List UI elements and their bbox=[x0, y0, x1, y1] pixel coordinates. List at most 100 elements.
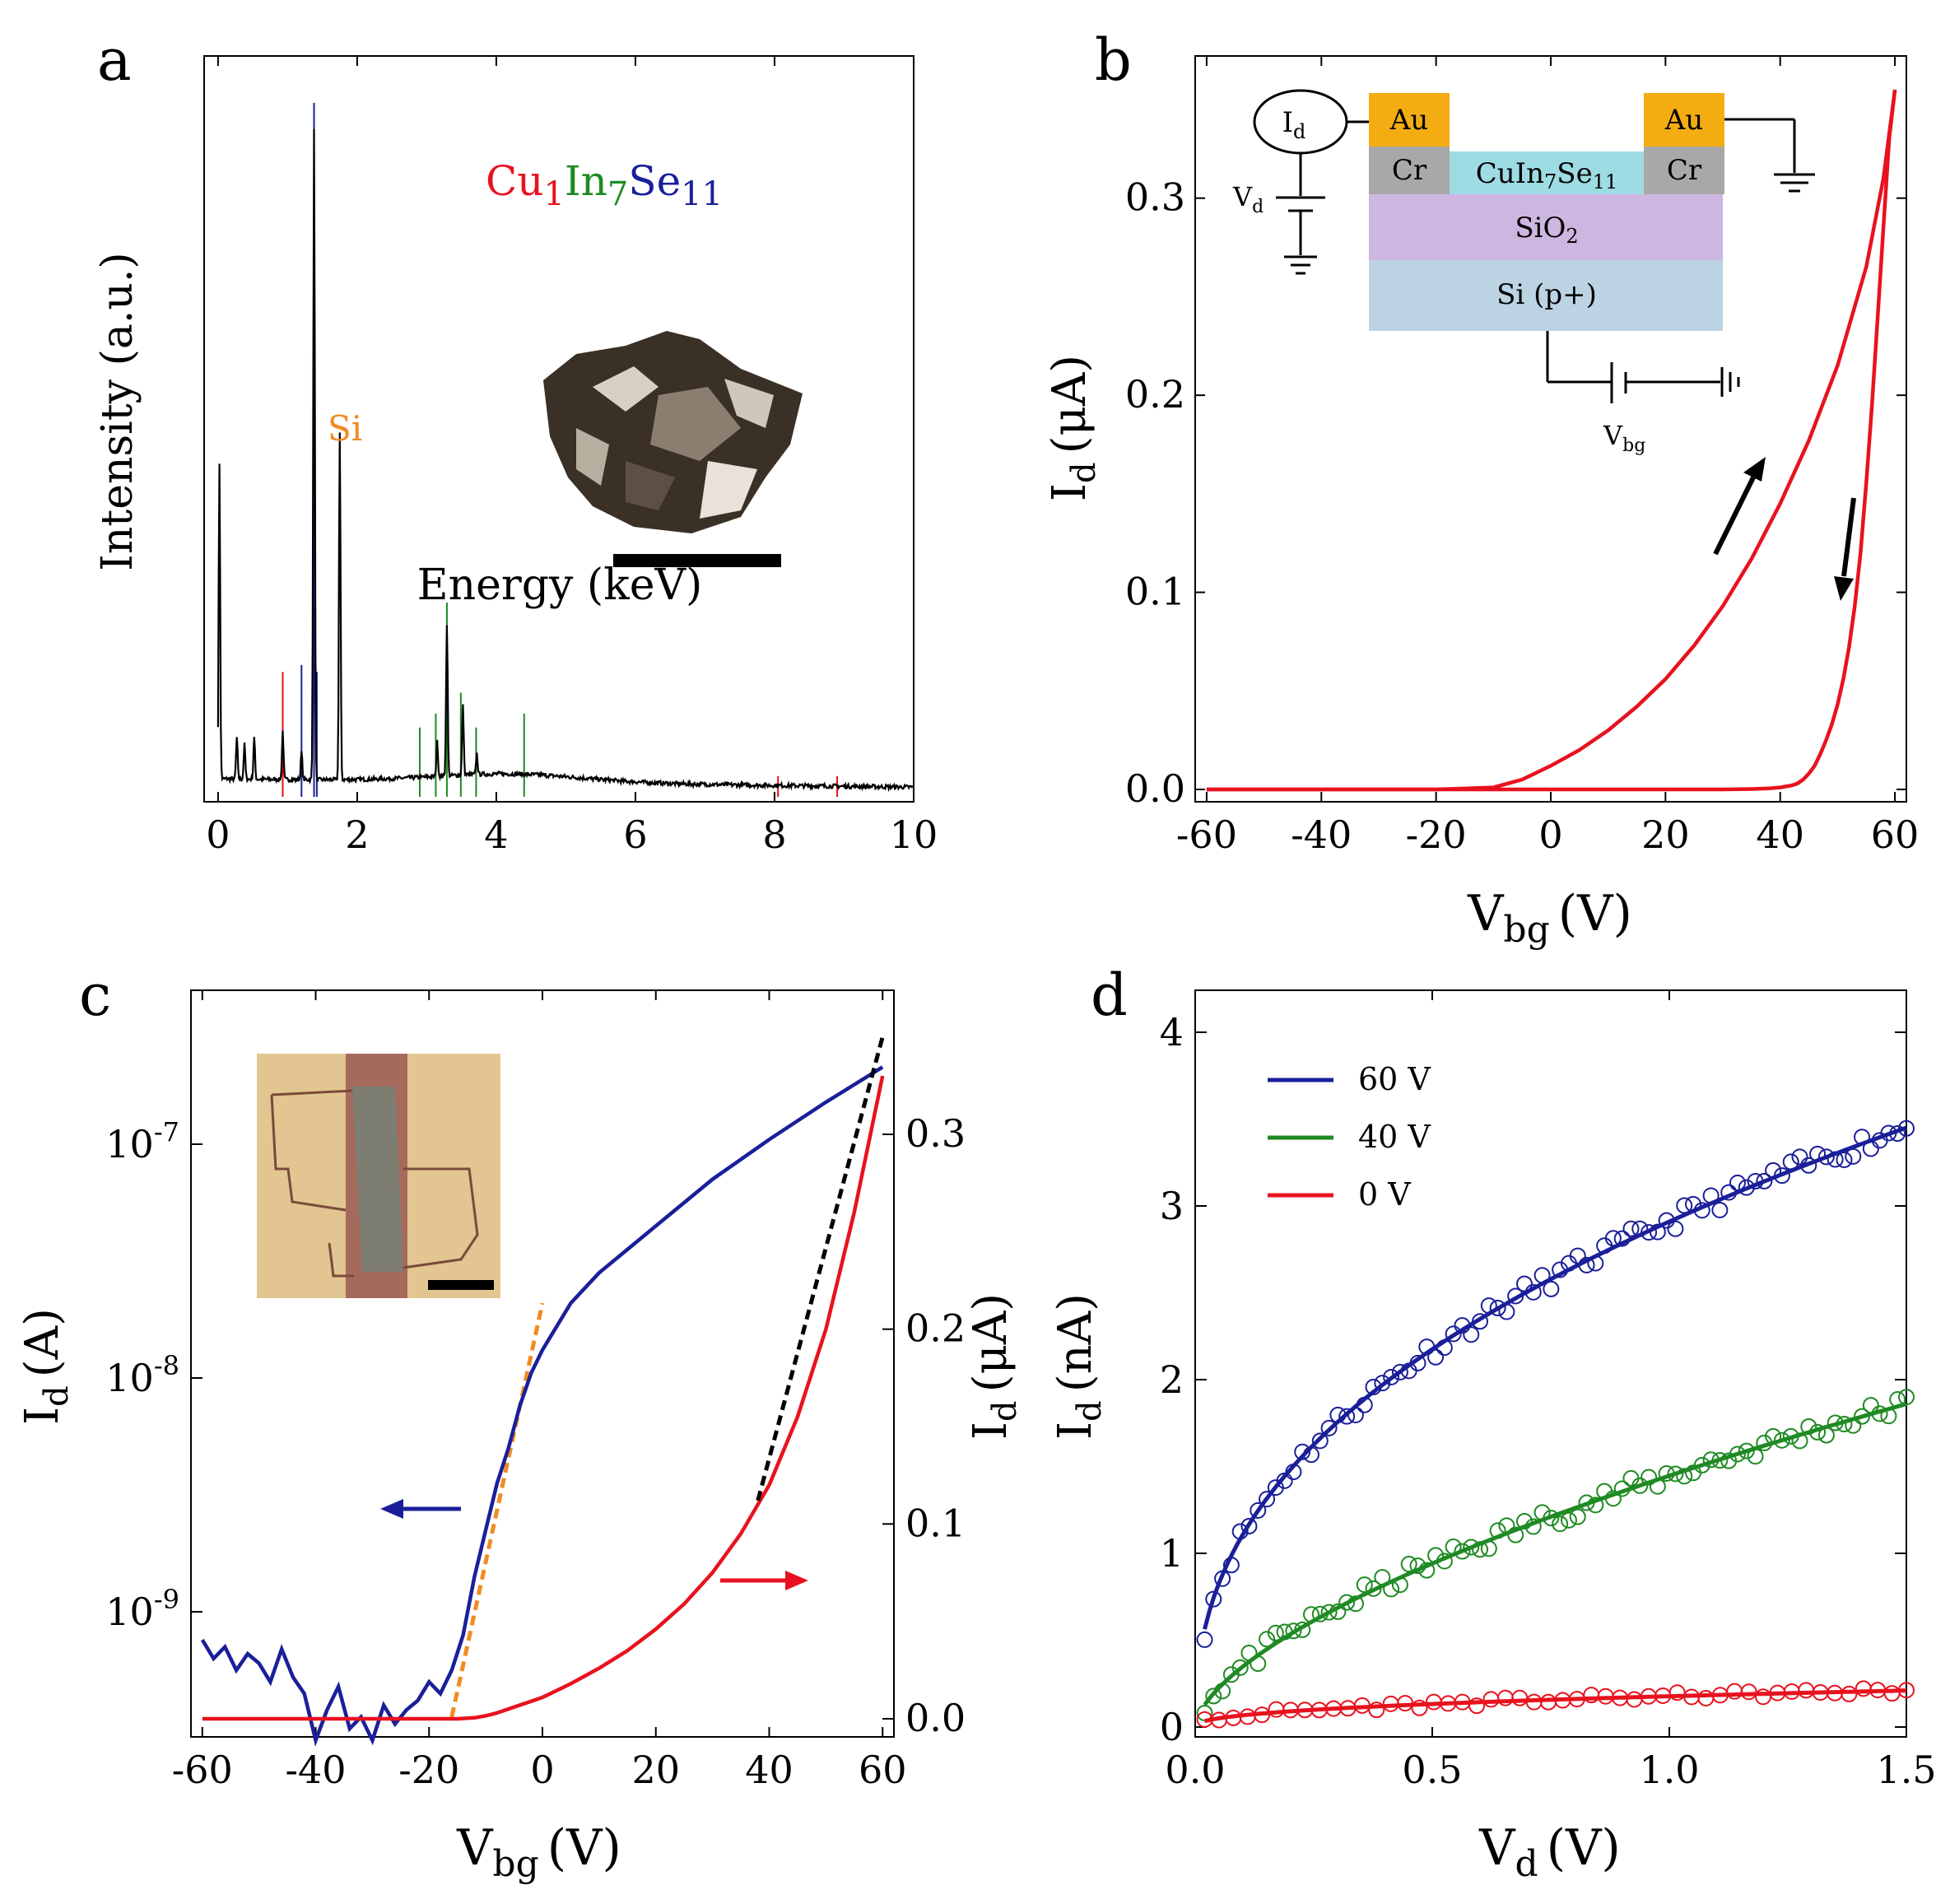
y-axis-label-d: Id (nA) bbox=[1049, 1293, 1109, 1440]
panel-c: c -60 -40 -20 0 20 40 60 10-910-810-7 0.00.10.… bbox=[16, 961, 1024, 1885]
data-point bbox=[1798, 1682, 1815, 1699]
data-point bbox=[1560, 1511, 1577, 1529]
data-point bbox=[1196, 1631, 1213, 1648]
data-point bbox=[1755, 1688, 1772, 1706]
y-axis-label-a: Intensity (a.u.) bbox=[93, 252, 142, 570]
x-tick-label: 8 bbox=[762, 812, 786, 857]
x-axis-label-c-main: V bbox=[456, 1819, 494, 1877]
legend-label-40v: 40 V bbox=[1358, 1119, 1431, 1155]
channel-label-sub2: 11 bbox=[1593, 170, 1618, 193]
x-tick-label: -20 bbox=[398, 1748, 459, 1792]
axes-frame-a bbox=[203, 55, 914, 803]
cr-right bbox=[1644, 147, 1724, 194]
fit-curve-2 bbox=[1203, 1688, 1907, 1724]
channel-label-mid: Se bbox=[1557, 157, 1592, 190]
channel-label-sub1: 7 bbox=[1544, 170, 1557, 193]
y-tick-label: 0 bbox=[1160, 1705, 1184, 1749]
data-point bbox=[1773, 1431, 1790, 1449]
axes-frame-d bbox=[1194, 989, 1907, 1738]
data-point bbox=[1622, 1220, 1640, 1237]
data-point bbox=[1511, 1689, 1529, 1706]
panel-a: a 0 2 4 6 8 10 Energy (keV) Intensity (a.u.) … bbox=[93, 26, 938, 857]
data-point bbox=[1489, 1300, 1506, 1317]
vbg-label-sub: bg bbox=[1622, 435, 1645, 456]
vd-label: Vd bbox=[1232, 181, 1264, 217]
y-tick-label-left: 10-8 bbox=[105, 1350, 179, 1400]
si-label: Si (p+) bbox=[1496, 278, 1597, 311]
formula-cu: Cu bbox=[486, 157, 543, 205]
data-point bbox=[1240, 1517, 1258, 1534]
x-tick-label: 40 bbox=[1756, 812, 1804, 857]
y-tick-label: 3 bbox=[1160, 1184, 1184, 1228]
x-tick-label: 60 bbox=[859, 1748, 907, 1792]
x-tick-label: -60 bbox=[172, 1748, 233, 1792]
reverse-sweep-curve bbox=[1206, 89, 1897, 792]
data-point bbox=[1463, 1539, 1480, 1556]
y-tick-label-left: 10-7 bbox=[105, 1116, 179, 1166]
data-point bbox=[1468, 1697, 1486, 1715]
vd-label-sub: d bbox=[1252, 197, 1264, 217]
y-axis-label-c-left-main: I bbox=[16, 1407, 69, 1425]
data-point bbox=[1552, 1515, 1569, 1533]
data-point bbox=[1250, 1501, 1267, 1519]
sio2-label-sub: 2 bbox=[1566, 225, 1578, 248]
x-tick-label: 2 bbox=[345, 812, 369, 857]
data-point bbox=[1667, 1220, 1684, 1237]
data-point bbox=[1631, 1477, 1649, 1494]
meter-label-main: I bbox=[1282, 106, 1293, 139]
output-data-points bbox=[1196, 1120, 1915, 1729]
x-ticks-d: 0.0 0.5 1.0 1.5 bbox=[1165, 990, 1937, 1792]
linear-fit-line bbox=[756, 1036, 885, 1501]
data-point bbox=[1368, 1701, 1385, 1719]
y-tick-label-right: 0.3 bbox=[905, 1111, 966, 1156]
data-point bbox=[1391, 1363, 1408, 1380]
panel-label-c: c bbox=[79, 961, 111, 1029]
formula-cu-sub: 1 bbox=[543, 175, 564, 213]
data-point bbox=[1540, 1693, 1557, 1711]
output-fit-curves bbox=[1203, 1125, 1907, 1724]
data-point bbox=[1855, 1680, 1872, 1697]
scale-bar-a bbox=[613, 554, 781, 567]
x-axis-label-d-main: V bbox=[1478, 1819, 1516, 1877]
au-left bbox=[1369, 93, 1450, 147]
x-axis-label-c: Vbg (V) bbox=[456, 1819, 621, 1885]
x-axis-label-b-main: V bbox=[1467, 885, 1505, 943]
x-ticks-b: -60 -40 -20 0 20 40 60 bbox=[1176, 56, 1919, 857]
x-tick-label: 0 bbox=[530, 1748, 554, 1792]
panel-label-d: d bbox=[1091, 961, 1128, 1029]
data-point bbox=[1711, 1201, 1729, 1218]
sio2-layer bbox=[1369, 194, 1723, 260]
x-axis-label-b-unit: (V) bbox=[1558, 885, 1632, 943]
x-tick-label: 1.0 bbox=[1639, 1748, 1699, 1792]
x-tick-label: 60 bbox=[1871, 812, 1920, 857]
y-ticks-b: 0.0 0.1 0.2 0.3 bbox=[1125, 175, 1906, 811]
data-point bbox=[1338, 1594, 1356, 1611]
data-point bbox=[1693, 1456, 1710, 1473]
y-axis-label-c-right: Id (μA) bbox=[964, 1293, 1024, 1440]
data-point bbox=[1791, 1148, 1808, 1166]
y-tick-label: 0.1 bbox=[1125, 570, 1185, 614]
data-point bbox=[1883, 1685, 1901, 1702]
formula-in: In bbox=[565, 157, 607, 205]
y-axis-label-b: Id (μA) bbox=[1043, 355, 1103, 501]
y-axis-label-b-main: I bbox=[1043, 483, 1096, 501]
x-tick-label: 10 bbox=[890, 812, 938, 857]
vbg-label: Vbg bbox=[1603, 420, 1645, 456]
meter-label: Id bbox=[1282, 106, 1306, 143]
x-axis-label-a: Energy (keV) bbox=[417, 561, 703, 610]
flake-photo bbox=[543, 331, 803, 533]
y-axis-label-d-main: I bbox=[1049, 1422, 1102, 1440]
data-point bbox=[1845, 1148, 1862, 1165]
left-axis-arrow bbox=[380, 1499, 461, 1519]
au-left-label: Au bbox=[1389, 104, 1428, 137]
data-point bbox=[1569, 1508, 1586, 1525]
data-point bbox=[1427, 1348, 1445, 1366]
formula-in-sub: 7 bbox=[607, 175, 628, 213]
y-axis-label-c-right-sub: d bbox=[986, 1400, 1024, 1422]
x-tick-label: -40 bbox=[1291, 812, 1352, 857]
device-photo bbox=[257, 1054, 500, 1298]
au-right-label: Au bbox=[1664, 104, 1703, 137]
si-peak-label: Si bbox=[328, 408, 362, 449]
data-point bbox=[1374, 1375, 1391, 1392]
x-tick-label: 4 bbox=[484, 812, 508, 857]
